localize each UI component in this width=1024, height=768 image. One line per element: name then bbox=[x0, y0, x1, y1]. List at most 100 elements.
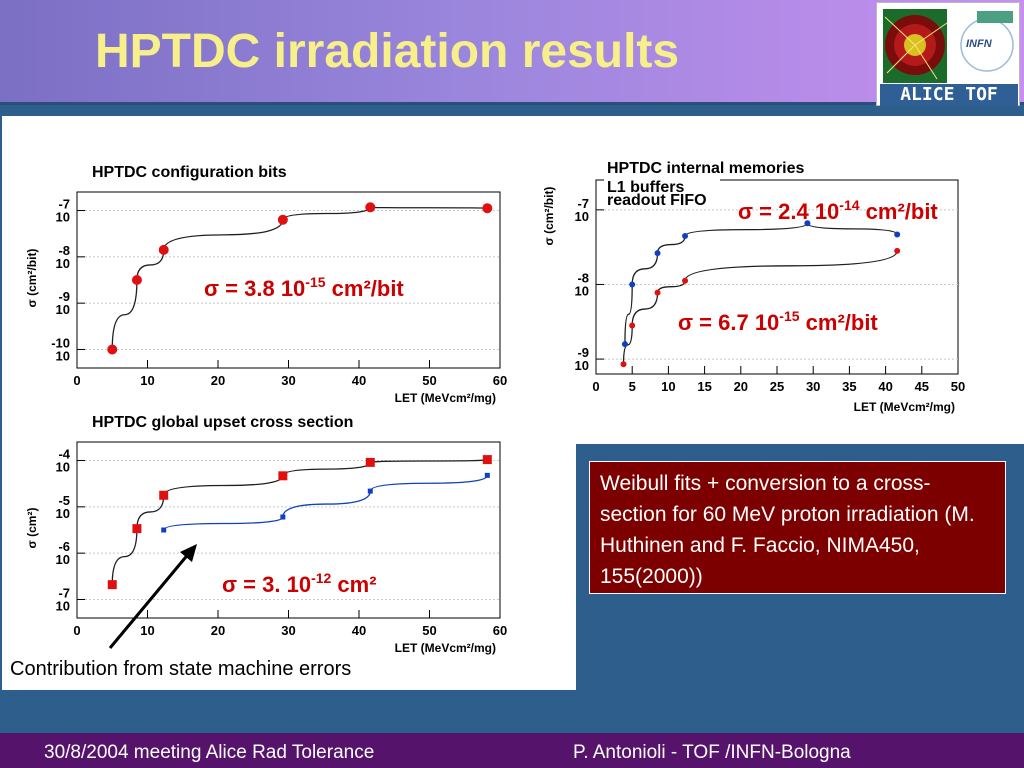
alice-tof-label: ALICE TOF bbox=[880, 84, 1018, 106]
data-point-red bbox=[620, 361, 627, 368]
y-tick-label: 10 bbox=[56, 460, 70, 475]
annotation-text: Contribution from state machine errors bbox=[10, 658, 352, 680]
legend-readout-fifo: readout FIFO bbox=[607, 192, 707, 209]
annotation-arrowhead bbox=[180, 544, 197, 562]
y-tick-exponent: -4 bbox=[58, 447, 70, 462]
data-point-blue bbox=[894, 231, 901, 238]
data-point-red bbox=[365, 202, 376, 213]
x-tick-label: 30 bbox=[281, 623, 295, 638]
y-tick-label: 10 bbox=[56, 210, 70, 225]
data-point-red bbox=[482, 203, 493, 214]
x-axis-label: LET (MeVcm²/mg) bbox=[854, 400, 955, 414]
y-tick-exponent: -8 bbox=[58, 243, 70, 258]
y-tick-label: 10 bbox=[56, 552, 70, 567]
x-ticks: 0 5 10 15 20 25 30 35 40 45 50 bbox=[592, 379, 965, 394]
data-point-blue bbox=[654, 250, 661, 257]
y-tick-label: 10 bbox=[575, 358, 589, 373]
footer-bar bbox=[0, 733, 1024, 768]
x-tick-label: 0 bbox=[73, 373, 80, 388]
y-tick-exponent: -7 bbox=[58, 585, 70, 600]
header-divider bbox=[0, 102, 1024, 105]
y-tick-exponent: -9 bbox=[58, 289, 70, 304]
x-tick-label: 40 bbox=[352, 623, 366, 638]
header-bar bbox=[0, 0, 1024, 104]
y-tick-label: 10 bbox=[56, 506, 70, 521]
y-axis-label: σ (cm²/bit) bbox=[542, 187, 556, 246]
y-tick-exponent: -9 bbox=[577, 345, 589, 360]
data-points bbox=[620, 220, 901, 368]
x-tick-label: 0 bbox=[592, 379, 599, 394]
x-tick-label: 20 bbox=[211, 373, 225, 388]
annotation-arrow bbox=[108, 551, 192, 649]
chart-global-upset: HPTDC global upset cross section 10-710-… bbox=[25, 414, 507, 655]
data-point-red bbox=[159, 490, 169, 500]
data-point-blue bbox=[484, 472, 490, 478]
y-tick-exponent: -10 bbox=[51, 335, 70, 350]
x-axis-label: LET (MeVcm²/mg) bbox=[395, 391, 496, 405]
slide-title: HPTDC irradiation results bbox=[95, 25, 680, 78]
x-ticks: 0 10 20 30 40 50 60 bbox=[73, 623, 507, 638]
data-point-red bbox=[132, 524, 142, 534]
data-point-blue bbox=[621, 341, 628, 348]
fit-curve-blue bbox=[163, 475, 488, 531]
y-axis-label: σ (cm²) bbox=[25, 508, 39, 549]
x-tick-label: 10 bbox=[140, 623, 154, 638]
y-tick-exponent: -7 bbox=[58, 197, 70, 212]
x-tick-label: 50 bbox=[422, 623, 436, 638]
y-ticks: 10-710-610-510-4 bbox=[56, 447, 71, 614]
fit-label: σ = 3.8 10-15 cm²/bit bbox=[204, 274, 404, 301]
data-point-red bbox=[894, 247, 901, 254]
y-axis-label: σ (cm²/bit) bbox=[25, 249, 39, 308]
x-tick-label: 35 bbox=[842, 379, 856, 394]
x-tick-label: 10 bbox=[140, 373, 154, 388]
x-tick-label: 45 bbox=[915, 379, 929, 394]
chart-configuration-bits: HPTDC configuration bits 10-1010-910-810… bbox=[25, 164, 507, 405]
data-points bbox=[107, 455, 492, 590]
x-tick-label: 30 bbox=[806, 379, 820, 394]
footer-meeting: 30/8/2004 meeting Alice Rad Tolerance bbox=[44, 742, 375, 763]
y-tick-label: 10 bbox=[56, 598, 70, 613]
data-points bbox=[107, 202, 493, 355]
data-point-red bbox=[278, 471, 288, 481]
y-tick-label: 10 bbox=[56, 348, 70, 363]
x-tick-label: 50 bbox=[422, 373, 436, 388]
data-point-red bbox=[682, 277, 689, 284]
data-point-red bbox=[365, 457, 375, 467]
collision-event-icon bbox=[883, 9, 1014, 83]
y-tick-label: 10 bbox=[56, 302, 70, 317]
y-tick-label: 10 bbox=[56, 256, 70, 271]
y-ticks: 10-910-810-7 bbox=[575, 196, 589, 373]
y-tick-exponent: -5 bbox=[58, 493, 70, 508]
fit-label-l1: σ = 2.4 10-14 cm²/bit bbox=[738, 197, 938, 224]
x-tick-label: 20 bbox=[734, 379, 748, 394]
data-point-blue bbox=[280, 514, 286, 520]
x-tick-label: 0 bbox=[73, 623, 80, 638]
data-point-red bbox=[107, 344, 118, 355]
grid bbox=[76, 210, 501, 368]
data-point-red bbox=[131, 275, 142, 285]
legend-l1-buffers: L1 buffers bbox=[607, 179, 684, 196]
fit-label-fifo: σ = 6.7 10-15 cm²/bit bbox=[678, 308, 878, 335]
chart-title: HPTDC configuration bits bbox=[92, 164, 287, 181]
data-point-red bbox=[629, 322, 636, 329]
x-tick-label: 40 bbox=[352, 373, 366, 388]
data-point-blue bbox=[682, 232, 689, 239]
x-tick-label: 25 bbox=[770, 379, 784, 394]
data-point-blue bbox=[804, 220, 811, 227]
chart-title: HPTDC global upset cross section bbox=[92, 414, 353, 431]
plot-frame bbox=[76, 191, 501, 369]
plot-frame bbox=[595, 179, 959, 375]
x-tick-label: 40 bbox=[878, 379, 892, 394]
x-tick-label: 20 bbox=[211, 623, 225, 638]
x-tick-label: 30 bbox=[281, 373, 295, 388]
footer-author: P. Antonioli - TOF /INFN-Bologna bbox=[573, 742, 851, 763]
x-tick-label: 60 bbox=[493, 623, 507, 638]
infn-logo-text: INFN bbox=[966, 38, 992, 50]
legend-box bbox=[604, 178, 720, 208]
data-point-red bbox=[654, 289, 661, 296]
x-tick-label: 5 bbox=[629, 379, 636, 394]
data-point-red bbox=[277, 214, 288, 225]
x-tick-label: 10 bbox=[661, 379, 675, 394]
